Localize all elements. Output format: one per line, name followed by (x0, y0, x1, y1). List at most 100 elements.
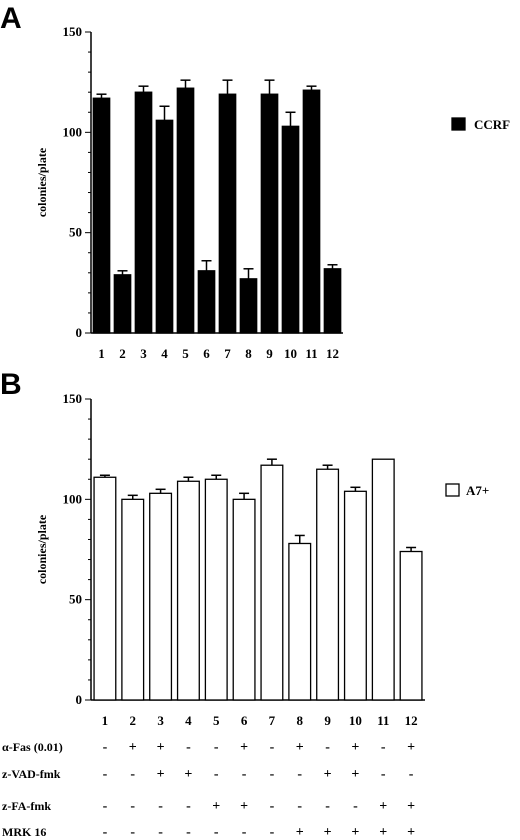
x-tick-label: 11 (305, 346, 317, 361)
panel-letter-a: A (0, 2, 22, 35)
x-tick-label: 8 (245, 346, 252, 361)
condition-mark: - (270, 825, 275, 840)
bar-11 (302, 89, 321, 334)
condition-mark: - (409, 767, 414, 782)
condition-mark: + (240, 740, 248, 755)
condition-mark: - (158, 825, 163, 840)
condition-mark: - (325, 799, 330, 814)
condition-mark: - (381, 740, 386, 755)
condition-mark: + (157, 767, 165, 782)
condition-mark: + (240, 799, 248, 814)
y-tick-label: 150 (63, 24, 83, 39)
y-tick-label: 0 (76, 325, 83, 340)
bar-2 (113, 274, 132, 334)
condition-mark: - (103, 825, 108, 840)
bar-8 (288, 542, 312, 701)
condition-mark: + (351, 740, 359, 755)
x-tick-label: 3 (157, 713, 164, 728)
bar-2 (121, 498, 145, 701)
x-tick-label: 12 (405, 713, 418, 728)
bar-12 (323, 268, 342, 334)
x-tick-label: 4 (161, 346, 168, 361)
condition-mark: + (407, 799, 415, 814)
condition-mark: - (130, 825, 135, 840)
bar-4 (155, 119, 174, 334)
condition-mark: - (353, 799, 358, 814)
x-tick-label: 6 (203, 346, 210, 361)
bar-10 (343, 490, 367, 701)
condition-label: MRK 16 (2, 825, 46, 839)
condition-mark: - (242, 767, 247, 782)
bar-3 (149, 492, 173, 701)
condition-mark: + (212, 799, 220, 814)
bar-7 (218, 93, 237, 334)
condition-mark: - (214, 740, 219, 755)
bar-5 (176, 87, 195, 334)
condition-label: z-VAD-fmk (2, 767, 61, 781)
bar-1 (92, 97, 111, 334)
condition-mark: + (351, 767, 359, 782)
condition-mark: - (158, 799, 163, 814)
condition-mark: - (214, 767, 219, 782)
condition-mark: + (157, 740, 165, 755)
condition-mark: + (296, 740, 304, 755)
x-tick-label: 10 (284, 346, 297, 361)
y-tick-label: 0 (76, 692, 83, 707)
x-tick-label: 4 (185, 713, 192, 728)
x-tick-label: 1 (98, 346, 105, 361)
condition-mark: - (103, 767, 108, 782)
x-tick-label: 3 (140, 346, 147, 361)
condition-mark: - (186, 799, 191, 814)
condition-mark: - (270, 767, 275, 782)
condition-mark: - (297, 767, 302, 782)
x-tick-label: 5 (182, 346, 189, 361)
y-tick-label: 100 (63, 124, 83, 139)
x-tick-label: 7 (224, 346, 231, 361)
bar-1 (93, 476, 117, 701)
y-axis-label: colonies/plate (35, 147, 49, 217)
panel-letter-b: B (0, 368, 22, 401)
bar-6 (197, 270, 216, 334)
bar-5 (204, 478, 228, 701)
x-tick-label: 1 (102, 713, 109, 728)
x-tick-label: 7 (269, 713, 276, 728)
legend-label: A7+ (466, 483, 489, 498)
legend-label: CCRF (474, 117, 510, 132)
x-tick-label: 10 (349, 713, 362, 728)
y-tick-label: 50 (69, 225, 82, 240)
condition-mark: - (381, 767, 386, 782)
condition-mark: - (270, 799, 275, 814)
x-tick-label: 6 (241, 713, 248, 728)
bar-6 (232, 498, 256, 701)
bar-9 (260, 93, 279, 334)
condition-label: z-FA-fmk (2, 799, 51, 813)
condition-mark: + (379, 799, 387, 814)
condition-mark: - (186, 825, 191, 840)
condition-mark: + (407, 825, 415, 840)
bar-9 (316, 468, 340, 701)
condition-mark: + (184, 767, 192, 782)
x-tick-label: 2 (119, 346, 126, 361)
condition-mark: - (130, 799, 135, 814)
condition-mark: + (129, 740, 137, 755)
bar-3 (134, 91, 153, 334)
condition-mark: + (407, 740, 415, 755)
legend-swatch (445, 483, 460, 497)
condition-mark: + (379, 825, 387, 840)
condition-label: α-Fas (0.01) (2, 740, 63, 754)
condition-mark: - (242, 825, 247, 840)
condition-mark: + (296, 825, 304, 840)
condition-mark: - (270, 740, 275, 755)
condition-mark: - (214, 825, 219, 840)
x-tick-label: 9 (324, 713, 331, 728)
x-tick-label: 5 (213, 713, 220, 728)
x-tick-label: 9 (266, 346, 273, 361)
condition-mark: - (325, 740, 330, 755)
condition-mark: - (186, 740, 191, 755)
bar-11 (371, 458, 395, 701)
x-tick-label: 12 (326, 346, 339, 361)
condition-mark: - (103, 740, 108, 755)
y-axis-label: colonies/plate (35, 514, 49, 584)
